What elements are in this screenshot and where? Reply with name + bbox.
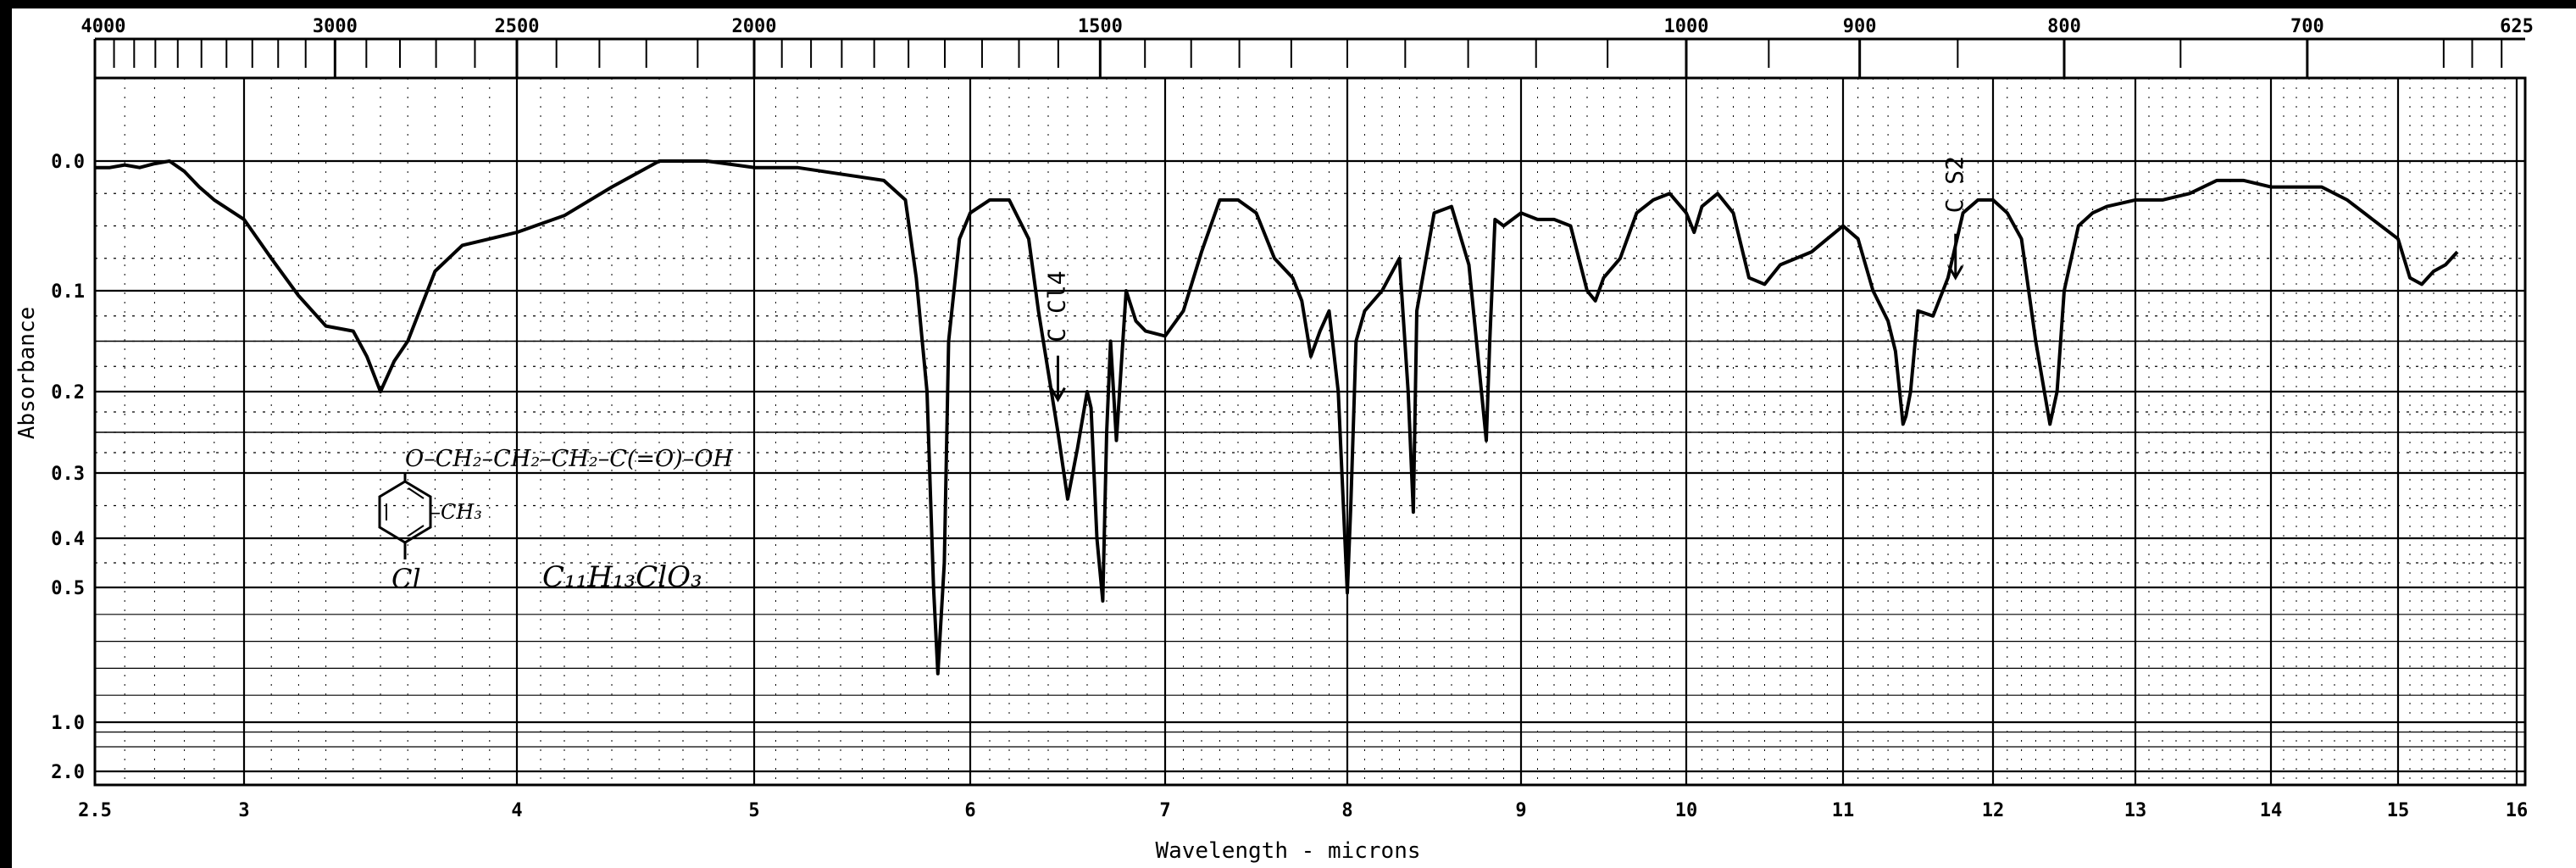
x-tick-label: 11 xyxy=(1832,800,1855,821)
chloro-label: Cl xyxy=(391,563,421,595)
x-tick-label: 7 xyxy=(1159,800,1170,821)
y-tick-label: 0.1 xyxy=(51,281,85,303)
molecular-formula: C₁₁H₁₃ClO₃ xyxy=(542,560,702,594)
grid-major xyxy=(93,78,2525,785)
y-axis-ticks: 0.0 0.1 0.2 0.3 0.4 0.5 1.0 2.0 xyxy=(51,152,85,783)
handwritten-structure: O–CH₂–CH₂–CH₂–C(=O)–OH –CH₃ Cl C₁₁H₁₃ClO… xyxy=(378,446,733,595)
x-tick-label: 14 xyxy=(2260,800,2283,821)
x-axis-ticks: 2.5 3 4 5 6 7 8 9 10 11 12 13 14 15 16 xyxy=(78,800,2528,821)
x-tick-label: 4 xyxy=(511,800,522,821)
y-tick-label: 2.0 xyxy=(51,762,85,783)
x-axis-title: Wavelength - microns xyxy=(1155,838,1420,864)
top-tick-label: 1000 xyxy=(1664,16,1709,37)
top-wavenumber-axis xyxy=(93,37,2525,78)
arrow-head-icon xyxy=(1947,264,1964,281)
x-tick-label: 6 xyxy=(964,800,975,821)
x-tick-label: 8 xyxy=(1341,800,1352,821)
x-tick-label: 16 xyxy=(2506,800,2529,821)
y-tick-label: 1.0 xyxy=(51,713,85,734)
solvent-annotations: C Cl4 C S2 xyxy=(1043,156,1968,403)
plot-frame xyxy=(93,76,2527,787)
y-tick-label: 0.0 xyxy=(51,152,85,173)
top-tick-label: 700 xyxy=(2290,16,2324,37)
arrow-head-icon xyxy=(1050,387,1066,403)
top-tick-label: 2500 xyxy=(495,16,540,37)
solvent-label: C Cl4 xyxy=(1043,270,1071,342)
solvent-label: C S2 xyxy=(1940,156,1968,213)
top-tick-label: 4000 xyxy=(81,16,126,37)
methyl-label: –CH₃ xyxy=(430,500,482,524)
x-tick-label: 13 xyxy=(2124,800,2147,821)
x-tick-label: 2.5 xyxy=(78,800,112,821)
y-axis-title: Absorbance xyxy=(14,307,40,440)
top-tick-label: 1500 xyxy=(1078,16,1123,37)
x-tick-label: 15 xyxy=(2387,800,2410,821)
x-tick-label: 12 xyxy=(1982,800,2005,821)
y-tick-label: 0.5 xyxy=(51,578,85,599)
spectrum-line xyxy=(95,159,2459,676)
y-tick-label: 0.3 xyxy=(51,464,85,485)
top-tick-label: 2000 xyxy=(732,16,777,37)
structure-chain: O–CH₂–CH₂–CH₂–C(=O)–OH xyxy=(405,446,733,472)
y-tick-label: 0.2 xyxy=(51,382,85,403)
y-tick-label: 0.4 xyxy=(51,529,85,550)
top-tick-label: 3000 xyxy=(313,16,358,37)
x-tick-label: 9 xyxy=(1515,800,1526,821)
x-tick-label: 5 xyxy=(748,800,759,821)
top-tick-label: 900 xyxy=(1843,16,1877,37)
x-tick-label: 10 xyxy=(1675,800,1698,821)
x-tick-label: 3 xyxy=(238,800,249,821)
top-axis-ticks: 4000 3000 2500 2000 1500 1000 900 800 700 625 xyxy=(81,16,2534,37)
top-tick-label: 625 xyxy=(2500,16,2534,37)
top-tick-label: 800 xyxy=(2047,16,2081,37)
